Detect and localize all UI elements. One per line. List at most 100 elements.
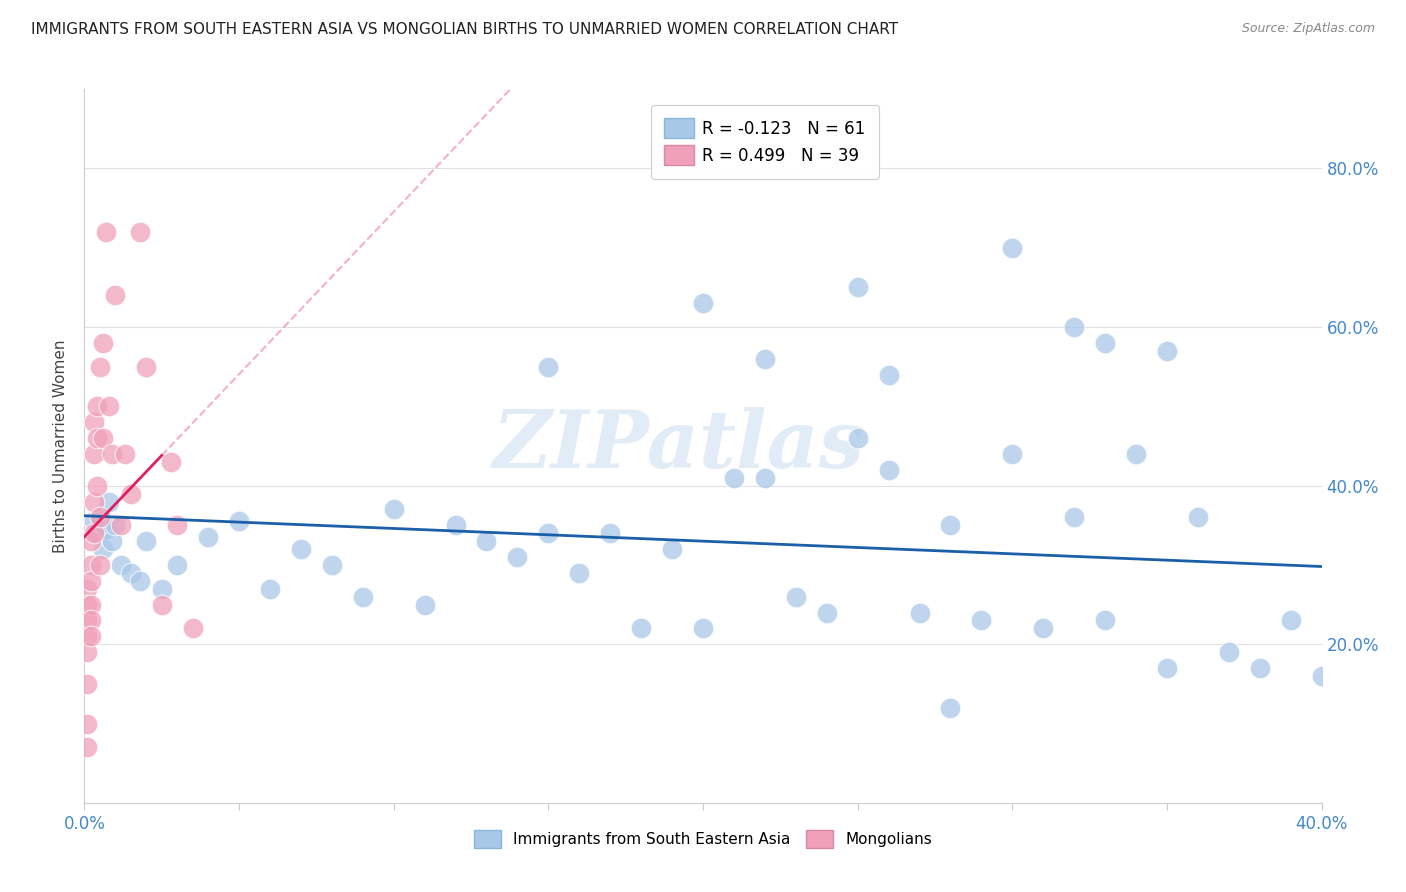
Point (599, 526, 621, 541)
Point (228, 514, 250, 528)
Point (79, 534, 101, 549)
Point (661, 542, 683, 557)
Point (785, 590, 807, 604)
Point (970, 614, 993, 628)
Point (104, 288, 127, 302)
Point (86, 400, 108, 414)
Point (692, 296, 714, 310)
Point (1187, 510, 1209, 524)
Point (79, 629, 101, 643)
Point (89, 510, 111, 524)
Point (150, 582, 173, 596)
Point (129, 574, 152, 588)
Point (1094, 614, 1116, 628)
Point (908, 606, 931, 620)
Text: Source: ZipAtlas.com: Source: ZipAtlas.com (1241, 22, 1375, 36)
Point (321, 558, 343, 572)
Point (86, 478, 108, 492)
Point (89, 510, 111, 524)
Point (79, 558, 101, 572)
Point (1156, 343, 1178, 358)
Point (104, 518, 127, 533)
Point (86, 431, 108, 445)
Point (413, 598, 436, 612)
Point (160, 455, 183, 469)
Point (101, 447, 124, 461)
Point (444, 518, 467, 533)
Point (181, 621, 204, 635)
Point (352, 590, 374, 604)
Point (290, 542, 312, 557)
Point (1063, 320, 1085, 334)
Point (83, 447, 105, 461)
Point (79, 614, 101, 628)
Point (846, 431, 869, 445)
Point (197, 530, 219, 544)
Point (101, 534, 124, 549)
Point (83, 415, 105, 429)
Point (98, 494, 121, 508)
Point (91, 431, 114, 445)
Point (1001, 447, 1024, 461)
Point (98, 400, 121, 414)
Point (91, 335, 114, 350)
Point (135, 359, 157, 374)
Point (630, 621, 652, 635)
Point (94, 522, 117, 536)
Point (79, 574, 101, 588)
Point (815, 606, 838, 620)
Point (166, 518, 188, 533)
Point (89, 558, 111, 572)
Point (723, 471, 745, 485)
Point (76, 614, 98, 628)
Point (1094, 335, 1116, 350)
Point (120, 566, 142, 580)
Point (1249, 661, 1271, 675)
Point (692, 621, 714, 635)
Point (83, 514, 105, 528)
Y-axis label: Births to Unmarried Women: Births to Unmarried Women (53, 339, 69, 553)
Point (83, 494, 105, 508)
Point (475, 534, 498, 549)
Point (135, 534, 157, 549)
Point (114, 447, 136, 461)
Point (382, 502, 405, 516)
Point (877, 463, 900, 477)
Point (1063, 510, 1085, 524)
Point (89, 359, 111, 374)
Point (76, 582, 98, 596)
Point (506, 549, 529, 564)
Legend: Immigrants from South Eastern Asia, Mongolians: Immigrants from South Eastern Asia, Mong… (465, 822, 941, 855)
Point (537, 526, 560, 541)
Point (79, 598, 101, 612)
Point (76, 740, 98, 755)
Point (1125, 447, 1147, 461)
Point (83, 526, 105, 541)
Point (110, 518, 132, 533)
Point (754, 351, 776, 366)
Point (129, 225, 152, 239)
Point (1218, 645, 1240, 659)
Point (76, 677, 98, 691)
Point (1279, 614, 1302, 628)
Point (754, 471, 776, 485)
Point (939, 700, 962, 714)
Point (1310, 669, 1333, 683)
Point (76, 598, 98, 612)
Point (939, 518, 962, 533)
Point (1001, 241, 1024, 255)
Point (150, 598, 173, 612)
Point (877, 368, 900, 382)
Point (76, 629, 98, 643)
Point (1156, 661, 1178, 675)
Point (259, 582, 281, 596)
Point (86, 526, 108, 541)
Text: ZIPatlas: ZIPatlas (492, 408, 865, 484)
Point (166, 558, 188, 572)
Point (846, 280, 869, 294)
Point (120, 486, 142, 500)
Point (568, 566, 591, 580)
Point (91, 542, 114, 557)
Point (76, 716, 98, 731)
Point (537, 359, 560, 374)
